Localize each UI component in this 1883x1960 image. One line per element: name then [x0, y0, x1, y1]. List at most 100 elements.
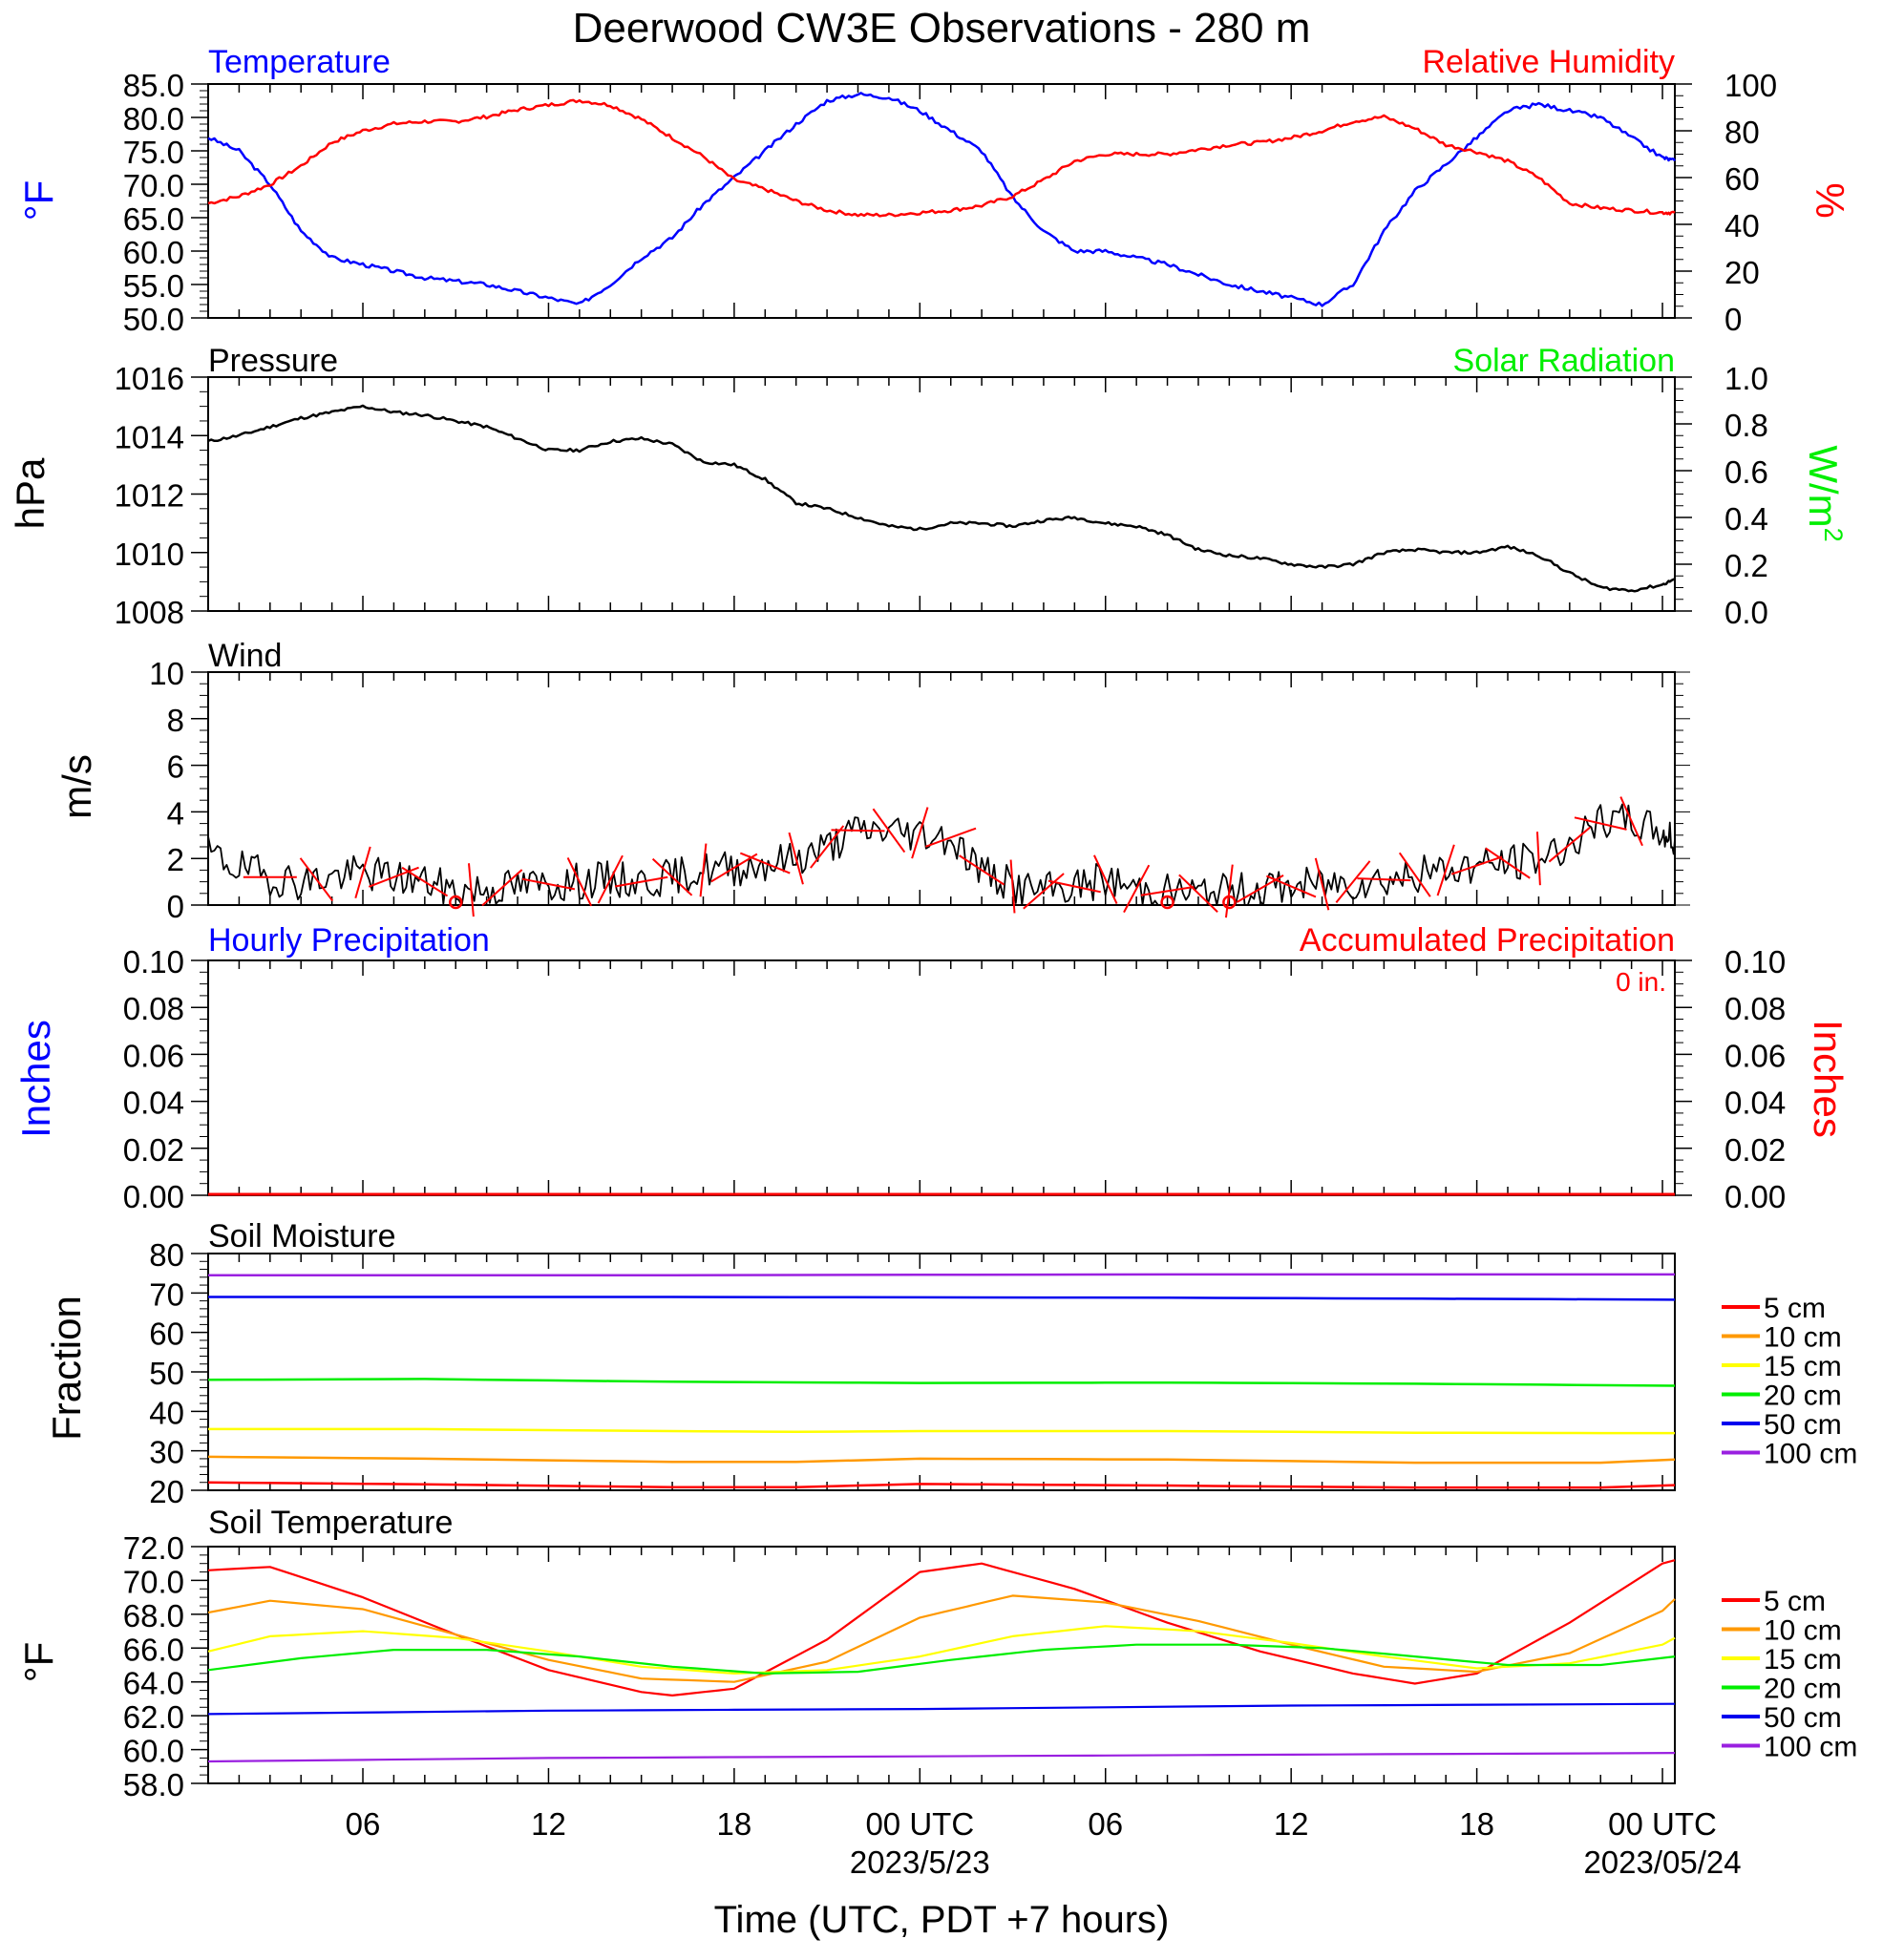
wind-barb [959, 854, 1005, 886]
legend-label: 15 cm [1764, 1644, 1842, 1675]
wind-barb [597, 854, 624, 904]
y-tick-label: 80 [1724, 115, 1760, 150]
y-tick-label: 65.0 [123, 201, 184, 237]
y-tick-label: 0.04 [1724, 1085, 1786, 1121]
series-line [207, 98, 1676, 218]
humidity-axis-unit: % [1808, 182, 1852, 218]
x-date-label: 2023/5/23 [850, 1844, 990, 1880]
y-tick-label: 55.0 [123, 268, 184, 304]
y-tick-label: 0.10 [123, 944, 184, 980]
y-tick-label: 1012 [115, 478, 184, 514]
series-line [208, 1296, 1676, 1301]
wind-barb [1436, 844, 1455, 896]
soil-temperature-title: Soil Temperature [208, 1505, 453, 1541]
plot-frame [207, 376, 1676, 612]
accumulated-precipitation-title: Accumulated Precipitation [1300, 922, 1675, 959]
soil-moisture-axis-unit: Fraction [44, 1296, 89, 1441]
x-date-label: 2023/05/24 [1583, 1844, 1741, 1880]
y-tick-label: 0.6 [1724, 454, 1768, 490]
hourly-precipitation-title: Hourly Precipitation [208, 922, 490, 959]
y-tick-label: 8 [167, 703, 184, 738]
series-line [207, 1481, 1676, 1489]
x-tick-label: 00 UTC [1608, 1806, 1717, 1842]
y-tick-label: 20 [149, 1474, 184, 1509]
y-tick-label: 70 [149, 1276, 184, 1312]
y-tick-label: 50.0 [123, 302, 184, 337]
y-tick-label: 1010 [115, 537, 184, 572]
wind-barb [368, 866, 419, 888]
wind-barb [651, 857, 693, 896]
temperature-title: Temperature [208, 44, 391, 80]
wind-barb [1619, 796, 1643, 847]
accum-precip-axis-unit: Inches [1806, 1020, 1851, 1138]
y-tick-label: 0.02 [1724, 1132, 1786, 1168]
wind-barb [614, 875, 668, 888]
wind-barb [1266, 875, 1317, 898]
wind-barb [401, 866, 449, 897]
wind-panel: Wind m/s [54, 638, 282, 819]
figure-title: Deerwood CW3E Observations - 280 m [573, 5, 1311, 52]
y-tick-label: 0.04 [123, 1085, 184, 1121]
wind-barb [468, 863, 475, 917]
y-tick-label: 0.2 [1724, 548, 1768, 583]
precipitation-panel: Hourly Precipitation Accumulated Precipi… [13, 922, 1851, 1138]
y-tick-label: 75.0 [123, 135, 184, 170]
legend-label: 50 cm [1764, 1702, 1842, 1734]
y-tick-label: 40 [1724, 208, 1760, 243]
calm-wind-marker [1160, 895, 1174, 910]
plot-frame [207, 671, 1676, 906]
y-tick-label: 1016 [115, 361, 184, 396]
y-tick-label: 1014 [115, 419, 184, 454]
wind-barb [788, 832, 804, 885]
y-tick-label: 66.0 [123, 1632, 184, 1667]
wind-barb [710, 853, 758, 883]
wind-barb [566, 856, 593, 907]
temperature-axis-unit: °F [16, 180, 61, 221]
wind-barb [1574, 816, 1627, 831]
y-tick-label: 0.08 [123, 991, 184, 1026]
y-tick-label: 30 [149, 1435, 184, 1470]
wind-barb [872, 808, 906, 854]
x-tick-label: 18 [717, 1806, 752, 1842]
legend-label: 10 cm [1764, 1322, 1842, 1354]
legend-label: 5 cm [1764, 1586, 1826, 1617]
y-tick-label: 0.02 [123, 1132, 184, 1168]
wind-barb [810, 825, 845, 869]
y-tick-label: 70.0 [123, 1564, 184, 1599]
y-tick-label: 50 [149, 1356, 184, 1391]
temperature-humidity-panel: Temperature Relative Humidity °F % [16, 44, 1852, 221]
wind-barb [1140, 885, 1195, 896]
wind-axis-unit: m/s [54, 754, 99, 819]
x-tick-label: 12 [531, 1806, 566, 1842]
y-tick-label: 80 [149, 1237, 184, 1273]
x-tick-label: 06 [1088, 1806, 1123, 1842]
wind-barb [1314, 857, 1330, 911]
x-tick-label: 06 [346, 1806, 381, 1842]
wind-barb [354, 846, 371, 899]
wind-barb [1357, 877, 1411, 882]
wind-barb [1548, 826, 1591, 863]
y-tick-label: 10 [149, 656, 184, 691]
legend-label: 20 cm [1764, 1674, 1842, 1705]
y-tick-label: 6 [167, 749, 184, 785]
plot-frame [207, 1253, 1676, 1491]
wind-barb [1009, 859, 1016, 914]
y-tick-label: 60 [149, 1317, 184, 1352]
y-tick-label: 0.06 [123, 1038, 184, 1073]
y-tick-label: 1.0 [1724, 361, 1768, 396]
hourly-precip-axis-unit: Inches [13, 1020, 58, 1138]
wind-barb [1450, 855, 1503, 875]
series-line [207, 803, 1676, 906]
y-tick-label: 40 [149, 1395, 184, 1430]
wind-barb [1335, 860, 1371, 903]
y-tick-label: 20 [1724, 255, 1760, 290]
y-tick-label: 72.0 [123, 1530, 184, 1566]
series-line [207, 404, 1676, 593]
y-tick-label: 1008 [115, 595, 184, 630]
wind-barb [1047, 879, 1101, 894]
wind-barb [1224, 864, 1234, 918]
series-line [207, 1378, 1676, 1387]
wind-barb [1023, 873, 1065, 910]
y-tick-label: 0.00 [1724, 1179, 1786, 1214]
